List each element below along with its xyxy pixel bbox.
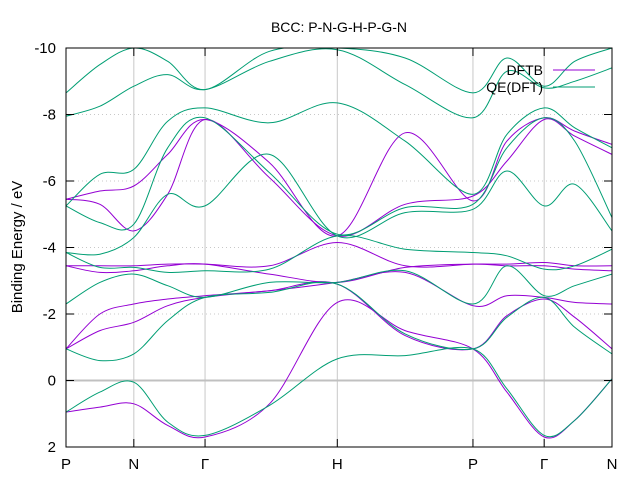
y-axis-title: Binding Energy / eV <box>9 181 26 314</box>
y-axis: -10 -8 -6 -4 -2 0 2 <box>34 40 612 456</box>
y-tick-label: 0 <box>48 373 56 390</box>
band-line <box>66 102 612 207</box>
band-line <box>66 153 612 256</box>
band-line <box>66 265 612 305</box>
chart-title: BCC: P-N-G-H-P-G-N <box>271 19 407 35</box>
y-tick-label: -10 <box>34 40 56 57</box>
x-tick-label: P <box>61 456 71 473</box>
y-tick-label: 2 <box>48 439 56 456</box>
x-tick-label: N <box>607 456 618 473</box>
x-tick-label: Γ <box>540 456 548 473</box>
x-tick-label: H <box>332 456 343 473</box>
band-line <box>66 116 612 236</box>
y-tick-label: -8 <box>43 107 56 124</box>
x-tick-label: N <box>128 456 139 473</box>
x-tick-label: Γ <box>201 456 209 473</box>
band-line <box>66 48 612 94</box>
band-line <box>66 241 612 268</box>
band-line <box>66 281 612 362</box>
y-tick-label: -6 <box>43 173 56 190</box>
bands <box>66 48 612 439</box>
x-tick-label: P <box>468 456 478 473</box>
legend-label: DFTB <box>506 62 543 78</box>
series-qe-dft <box>66 48 612 438</box>
y-tick-label: -2 <box>43 306 56 323</box>
legend-label: QE(DFT) <box>486 79 543 95</box>
band-line <box>66 118 612 237</box>
band-line <box>66 299 612 439</box>
band-line <box>66 346 612 438</box>
y-tick-label: -4 <box>43 240 56 257</box>
